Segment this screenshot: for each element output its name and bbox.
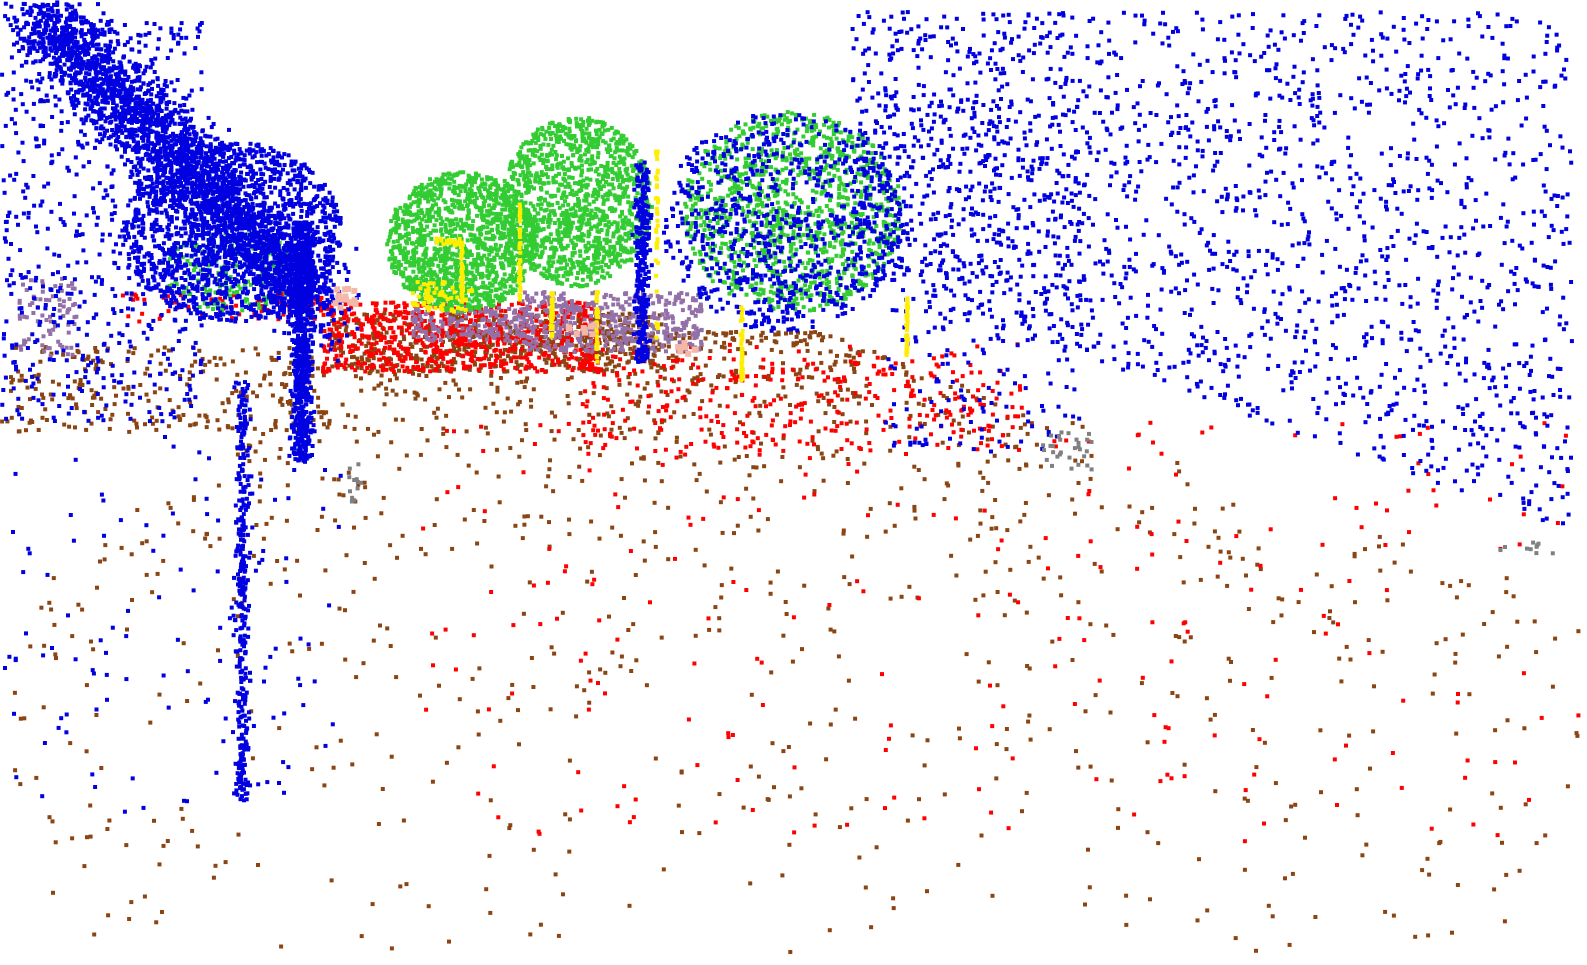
pedestrian-points xyxy=(332,285,699,357)
misc-object-points xyxy=(347,430,1555,556)
road-points xyxy=(0,310,1581,954)
vegetation-blue-points xyxy=(0,0,1574,814)
building-wall-points xyxy=(17,276,704,358)
car-points xyxy=(120,290,1581,844)
